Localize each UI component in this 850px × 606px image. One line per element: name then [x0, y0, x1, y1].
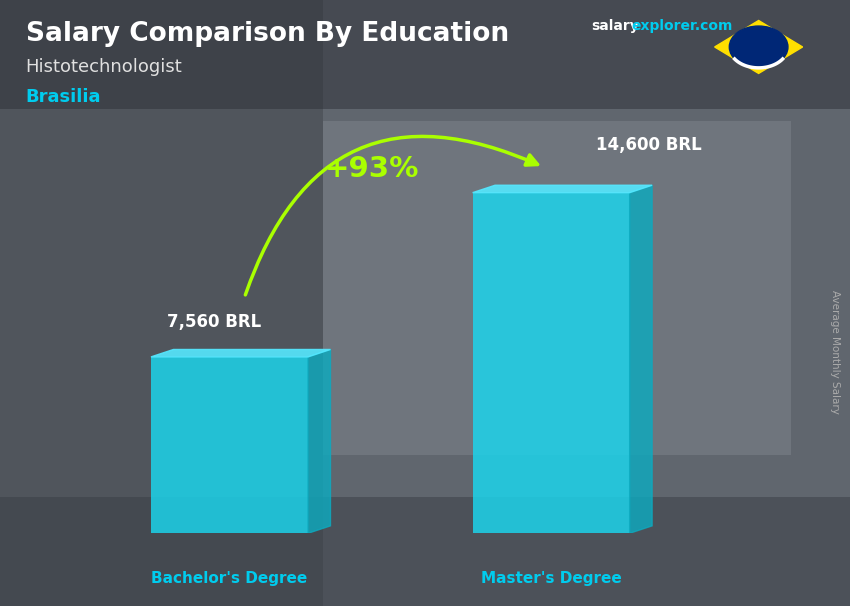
- Polygon shape: [151, 350, 331, 357]
- Text: Histotechnologist: Histotechnologist: [26, 58, 182, 76]
- FancyBboxPatch shape: [473, 193, 630, 533]
- Polygon shape: [630, 185, 652, 533]
- Bar: [0, 0, 323, 606]
- Polygon shape: [715, 21, 802, 73]
- Text: 7,560 BRL: 7,560 BRL: [167, 313, 262, 331]
- Bar: [0, 0, 850, 109]
- Text: Salary Comparison By Education: Salary Comparison By Education: [26, 21, 508, 47]
- Text: explorer.com: explorer.com: [632, 19, 733, 33]
- Text: Master's Degree: Master's Degree: [481, 571, 621, 587]
- Polygon shape: [308, 350, 331, 533]
- Bar: [323, 121, 790, 454]
- Polygon shape: [473, 185, 652, 193]
- Text: +93%: +93%: [325, 155, 419, 183]
- Text: Average Monthly Salary: Average Monthly Salary: [830, 290, 840, 413]
- Text: salary: salary: [591, 19, 638, 33]
- Text: Bachelor's Degree: Bachelor's Degree: [151, 571, 308, 587]
- FancyBboxPatch shape: [151, 357, 308, 533]
- Text: 14,600 BRL: 14,600 BRL: [596, 136, 701, 155]
- Circle shape: [729, 26, 788, 68]
- Text: Brasilia: Brasilia: [26, 88, 101, 106]
- Bar: [0, 497, 850, 606]
